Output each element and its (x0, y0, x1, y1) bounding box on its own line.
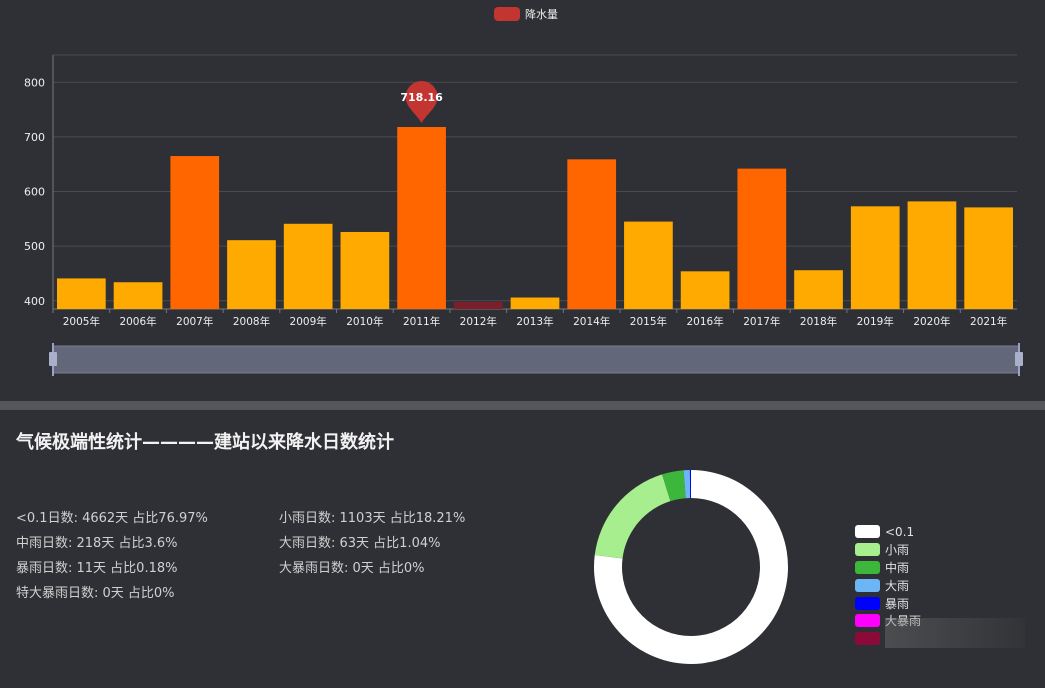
x-tick-label: 2009年 (290, 315, 327, 328)
datazoom-handle-right[interactable] (1015, 352, 1023, 366)
pie-legend: <0.1 小雨中雨大雨暴雨大暴雨 (855, 523, 921, 648)
bar-legend[interactable]: 降水量 (494, 6, 558, 22)
legend-swatch (855, 543, 880, 557)
bar-2012年 (453, 301, 503, 309)
bar-2015年 (624, 221, 673, 309)
legend-swatch (855, 578, 880, 592)
datazoom-slider[interactable] (52, 345, 1020, 374)
legend-label: 小雨 (885, 543, 910, 558)
x-tick-label: 2013年 (516, 315, 553, 328)
x-tick-label: 2021年 (970, 315, 1007, 328)
legend-label: 降水量 (525, 8, 558, 21)
legend-swatch (855, 632, 880, 646)
legend-label: <0.1 (885, 524, 915, 539)
y-tick-label: 400 (24, 295, 45, 308)
bar-2018年 (794, 270, 843, 309)
pie-legend-item[interactable] (855, 630, 921, 648)
section-title: 气候极端性统计————建站以来降水日数统计 (16, 432, 394, 453)
pie-legend-item[interactable]: 大雨 (855, 576, 921, 594)
watermark (885, 618, 1025, 648)
stat-lt01: <0.1日数: 4662天 占比76.97% (16, 511, 208, 526)
stat-light-rain: 小雨日数: 1103天 占比18.21% (279, 511, 466, 526)
x-tick-label: 2008年 (233, 315, 270, 328)
bar-2006年 (113, 282, 163, 309)
donut-slice-3 (683, 470, 691, 499)
x-tick-label: 2017年 (743, 315, 780, 328)
x-tick-label: 2015年 (630, 315, 667, 328)
donut-slice-1 (594, 474, 671, 559)
legend-label: 暴雨 (885, 596, 910, 611)
stat-rainstorm: 暴雨日数: 11天 占比0.18% (16, 561, 178, 576)
stat-moderate-rain: 中雨日数: 218天 占比3.6% (16, 536, 178, 551)
x-tick-label: 2018年 (800, 315, 837, 328)
bar-2016年 (680, 271, 730, 309)
pie-legend-item[interactable]: 暴雨 (855, 594, 921, 612)
legend-swatch (855, 560, 880, 574)
bar-2010年 (340, 231, 390, 309)
legend-swatch (855, 614, 880, 628)
donut-chart (594, 470, 788, 664)
x-tick-label: 2010年 (346, 315, 383, 328)
stat-extreme-rainstorm: 特大暴雨日数: 0天 占比0% (16, 586, 175, 601)
markpoint-label: 718.16 (400, 91, 443, 104)
legend-swatch (855, 596, 880, 610)
donut-slice-2 (662, 470, 686, 502)
x-tick-label: 2020年 (913, 315, 950, 328)
legend-label: 大雨 (885, 578, 910, 593)
y-tick-label: 700 (24, 131, 45, 144)
bar-2007年 (170, 156, 220, 309)
pie-legend-item[interactable]: 小雨 (855, 541, 921, 559)
donut-slice-4 (689, 470, 691, 499)
bar-2019年 (850, 206, 900, 309)
bar-2020年 (907, 201, 957, 309)
x-tick-label: 2011年 (403, 315, 440, 328)
bar-2011年 (397, 127, 446, 309)
bar-2009年 (283, 223, 333, 309)
section-divider (0, 401, 1045, 410)
legend-swatch (855, 525, 880, 539)
x-tick-label: 2006年 (119, 315, 156, 328)
markpoint-pin (405, 81, 438, 124)
x-tick-label: 2005年 (63, 315, 100, 328)
bar-2008年 (227, 240, 276, 309)
bar-2014年 (567, 159, 617, 309)
bar-2017年 (737, 168, 787, 309)
bar-2021年 (964, 207, 1013, 309)
stat-heavy-rain: 大雨日数: 63天 占比1.04% (279, 536, 441, 551)
x-tick-label: 2016年 (687, 315, 724, 328)
bar-chart: 400 500 600 700 800 2005年 2006年 2007年 2008年 2009年… (24, 54, 1023, 376)
bar-2013年 (510, 297, 560, 309)
y-tick-label: 500 (24, 240, 45, 253)
legend-swatch (494, 7, 520, 21)
legend-label: 中雨 (885, 560, 910, 575)
x-tick-label: 2012年 (460, 315, 497, 328)
pie-legend-item[interactable]: 中雨 (855, 559, 921, 577)
stat-heavy-rainstorm: 大暴雨日数: 0天 占比0% (279, 561, 425, 576)
y-tick-label: 800 (24, 76, 45, 89)
y-tick-label: 600 (24, 186, 45, 199)
x-tick-label: 2014年 (573, 315, 610, 328)
x-tick-label: 2007年 (176, 315, 213, 328)
datazoom-handle-left[interactable] (49, 352, 57, 366)
pie-legend-item[interactable]: 大暴雨 (855, 612, 921, 630)
legend-label: 大暴雨 (885, 612, 921, 629)
x-tick-label: 2019年 (857, 315, 894, 328)
pie-legend-item[interactable]: <0.1 (855, 523, 921, 541)
bar-2005年 (57, 278, 106, 309)
